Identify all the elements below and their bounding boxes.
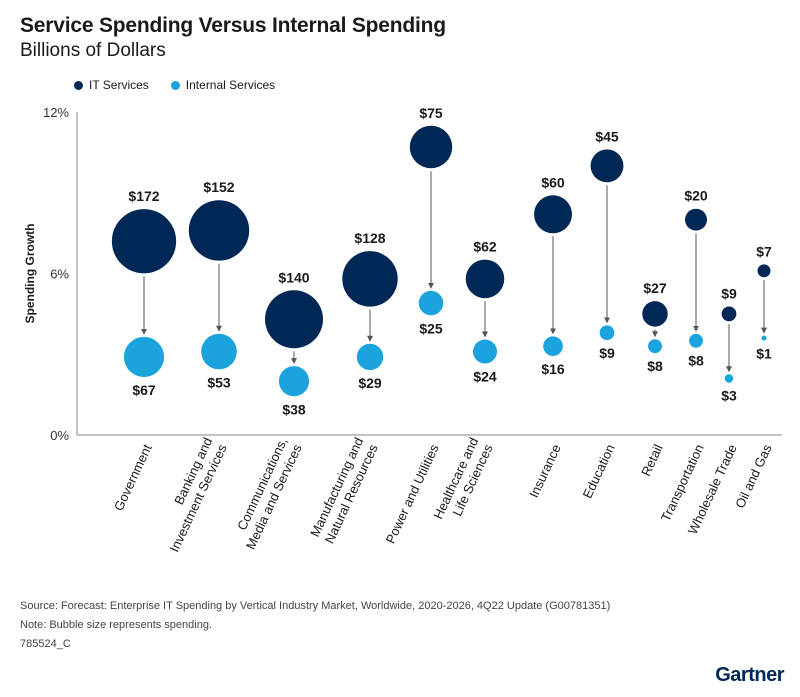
- internal-services-bubble: [543, 336, 563, 356]
- internal-services-bubble: [648, 339, 662, 354]
- it-value-label: $172: [128, 188, 159, 204]
- x-tick-label: Oil and Gas: [732, 441, 775, 510]
- source-note: Source: Forecast: Enterprise IT Spending…: [20, 600, 611, 612]
- chart-title: Service Spending Versus Internal Spendin…: [20, 14, 446, 37]
- it-value-label: $7: [756, 243, 772, 259]
- it-services-bubble: [757, 264, 771, 278]
- figure-code: 785524_C: [20, 638, 71, 650]
- it-services-bubble: [721, 306, 737, 322]
- it-services-bubble: [188, 200, 250, 261]
- y-tick-label: 0%: [50, 428, 69, 443]
- it-value-label: $152: [203, 179, 234, 195]
- it-services-bubble: [465, 259, 505, 299]
- internal-services-bubble: [356, 343, 384, 371]
- internal-value-label: $8: [647, 358, 663, 374]
- it-value-label: $9: [721, 286, 737, 302]
- it-services-bubble: [342, 251, 398, 307]
- internal-services-bubble: [472, 339, 498, 364]
- legend: IT Services Internal Services: [74, 78, 275, 92]
- it-value-label: $27: [643, 280, 667, 296]
- internal-value-label: $9: [599, 345, 615, 361]
- bubble-chart: 0% 6% 12% Spending Growth $172 $67 Government…: [23, 105, 782, 554]
- legend-item-it: IT Services: [74, 78, 149, 92]
- internal-services-bubble: [599, 325, 615, 341]
- internal-value-label: $38: [282, 401, 306, 417]
- x-tick-group: Power and Utilities: [383, 441, 442, 545]
- x-tick-label: Insurance: [526, 442, 564, 500]
- internal-value-label: $29: [358, 375, 382, 391]
- legend-swatch-it: [74, 80, 83, 90]
- it-value-label: $75: [419, 105, 443, 121]
- it-services-bubble: [265, 290, 323, 349]
- it-services-bubble: [590, 149, 624, 183]
- y-tick-label: 6%: [50, 267, 69, 282]
- y-tick-label: 12%: [43, 105, 69, 120]
- x-tick-label: Power and Utilities: [383, 441, 442, 545]
- internal-value-label: $1: [756, 346, 772, 362]
- x-tick-group: Education: [580, 442, 618, 501]
- legend-label-internal: Internal Services: [185, 78, 276, 92]
- legend-item-internal: Internal Services: [170, 78, 276, 92]
- it-services-bubble: [685, 208, 707, 231]
- internal-value-label: $8: [688, 353, 704, 369]
- it-services-bubble: [642, 301, 668, 327]
- internal-value-label: $3: [721, 388, 737, 404]
- it-value-label: $20: [684, 188, 708, 204]
- internal-services-bubble: [724, 374, 734, 383]
- x-tick-group: Government: [111, 442, 155, 514]
- it-services-bubble: [409, 125, 453, 169]
- bubble-size-note: Note: Bubble size represents spending.: [20, 619, 213, 631]
- y-axis-title: Spending Growth: [23, 224, 37, 324]
- internal-services-bubble: [689, 333, 703, 348]
- x-tick-group: Retail: [638, 442, 666, 479]
- gartner-logo: Gartner: [715, 664, 784, 686]
- x-tick-group: Communications,Media and Services: [234, 435, 305, 552]
- chart-subtitle: Billions of Dollars: [20, 40, 166, 61]
- x-tick-group: Oil and Gas: [732, 441, 775, 510]
- x-tick-label: Retail: [638, 442, 666, 479]
- it-value-label: $140: [278, 269, 309, 285]
- internal-value-label: $53: [207, 374, 231, 390]
- internal-services-bubble: [278, 366, 310, 397]
- internal-services-bubble: [418, 290, 444, 316]
- it-value-label: $128: [354, 230, 385, 246]
- x-tick-label: Government: [111, 442, 155, 514]
- internal-value-label: $16: [541, 361, 565, 377]
- it-value-label: $60: [541, 174, 565, 190]
- it-value-label: $62: [473, 239, 497, 255]
- internal-value-label: $24: [473, 369, 497, 385]
- internal-value-label: $67: [132, 382, 156, 398]
- internal-services-bubble: [201, 333, 237, 370]
- internal-services-bubble: [761, 335, 767, 341]
- x-tick-label: Education: [580, 442, 618, 501]
- legend-label-it: IT Services: [89, 78, 149, 92]
- legend-swatch-internal: [170, 80, 180, 90]
- it-services-bubble: [111, 209, 177, 274]
- it-value-label: $45: [595, 128, 619, 144]
- internal-value-label: $25: [419, 320, 443, 336]
- x-tick-group: Insurance: [526, 442, 564, 500]
- it-services-bubble: [534, 195, 572, 234]
- internal-services-bubble: [123, 336, 165, 377]
